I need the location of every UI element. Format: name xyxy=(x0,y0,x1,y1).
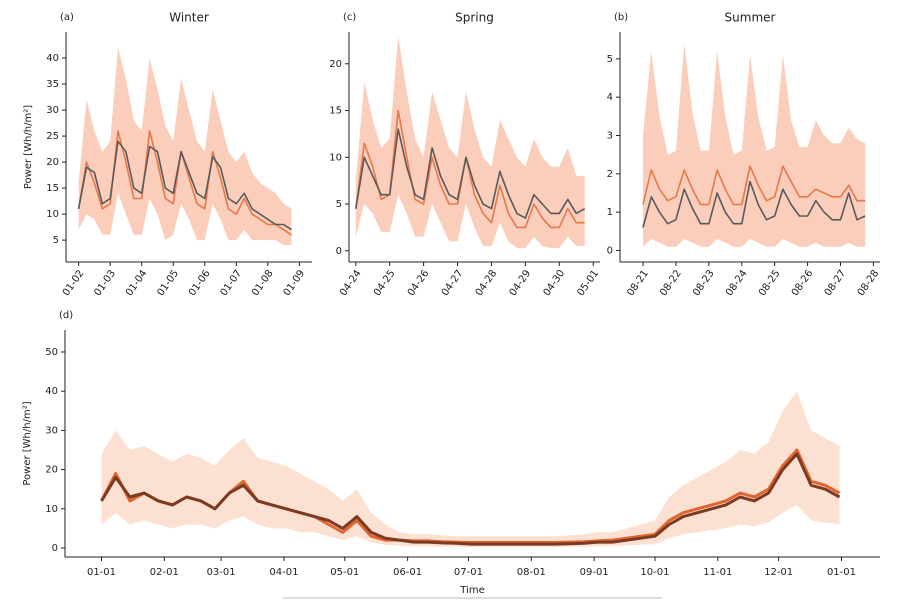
series-line xyxy=(100,452,841,546)
y-tick-label: 1 xyxy=(607,207,613,218)
x-tick-label: 08-28 xyxy=(856,268,882,298)
y-tick-label: 3 xyxy=(607,131,613,142)
x-tick-label: 07-01 xyxy=(454,567,483,578)
panel-label: (d) xyxy=(59,310,73,321)
x-tick-label: 02-01 xyxy=(150,567,179,578)
y-tick-label: 5 xyxy=(607,54,613,65)
x-tick-label: 01-09 xyxy=(282,268,308,298)
series-line xyxy=(642,165,866,206)
y-tick-label: 30 xyxy=(46,105,59,116)
uncertainty-band xyxy=(78,47,292,246)
x-tick-label: 04-27 xyxy=(440,268,466,298)
y-tick-label: 2 xyxy=(607,169,613,180)
y-axis-label: Power [Wh/h/m²] xyxy=(23,105,34,189)
series-line xyxy=(77,140,292,231)
panel-title: Summer xyxy=(725,11,776,25)
x-tick-label: 01-01 xyxy=(827,567,856,578)
y-tick-label: 4 xyxy=(607,92,613,103)
x-tick-label: 09-01 xyxy=(580,567,609,578)
panel-label: (c) xyxy=(343,12,356,23)
y-tick-label: 25 xyxy=(46,131,59,142)
x-tick-label: 04-25 xyxy=(372,268,398,298)
x-tick-label: 11-01 xyxy=(703,567,732,578)
x-tick-label: 08-25 xyxy=(757,268,783,298)
x-tick-label: 04-24 xyxy=(338,268,364,298)
uncertainty-band xyxy=(355,35,585,249)
uncertainty-band xyxy=(101,391,840,548)
x-tick-label: 03-01 xyxy=(207,567,236,578)
x-tick-label: 08-24 xyxy=(724,268,750,298)
x-tick-label: 04-30 xyxy=(542,268,568,298)
panel-title: Spring xyxy=(455,11,494,25)
x-tick-label: 01-06 xyxy=(187,268,213,298)
x-tick-label: 12-01 xyxy=(764,567,793,578)
x-tick-label: 01-08 xyxy=(250,268,276,298)
y-tick-label: 35 xyxy=(46,79,59,90)
x-tick-label: 05-01 xyxy=(575,268,601,298)
x-tick-label: 08-26 xyxy=(790,268,816,298)
y-axis-label: Power [Wh/h/m²] xyxy=(22,401,33,485)
x-axis-label: Time xyxy=(459,585,484,596)
y-tick-label: 0 xyxy=(607,246,613,257)
x-tick-label: 04-01 xyxy=(269,567,298,578)
y-tick-label: 5 xyxy=(336,199,342,210)
x-tick-label: 05-01 xyxy=(330,567,359,578)
y-tick-label: 20 xyxy=(45,465,58,476)
y-tick-label: 30 xyxy=(45,425,58,436)
x-tick-label: 08-21 xyxy=(625,268,651,298)
y-tick-label: 0 xyxy=(336,246,342,257)
series-line xyxy=(355,109,585,229)
y-tick-label: 10 xyxy=(45,504,58,515)
y-tick-label: 10 xyxy=(46,209,59,220)
x-tick-label: 01-07 xyxy=(219,268,245,298)
x-tick-label: 01-01 xyxy=(87,567,116,578)
x-tick-label: 06-01 xyxy=(393,567,422,578)
x-tick-label: 04-29 xyxy=(508,268,534,298)
x-tick-label: 01-05 xyxy=(155,268,181,298)
x-tick-label: 01-04 xyxy=(124,268,150,298)
x-tick-label: 08-01 xyxy=(517,567,546,578)
y-tick-label: 5 xyxy=(53,235,59,246)
y-tick-label: 20 xyxy=(46,157,59,168)
panel-label: (b) xyxy=(614,12,628,23)
x-tick-label: 08-27 xyxy=(823,268,849,298)
panel-label: (a) xyxy=(60,12,74,23)
y-tick-label: 40 xyxy=(45,386,58,397)
x-tick-label: 04-28 xyxy=(474,268,500,298)
x-tick-label: 08-22 xyxy=(658,268,684,298)
y-tick-label: 15 xyxy=(46,183,59,194)
y-tick-label: 20 xyxy=(329,59,342,70)
x-tick-label: 01-02 xyxy=(61,268,87,298)
x-tick-label: 10-01 xyxy=(640,567,669,578)
y-tick-label: 15 xyxy=(329,106,342,117)
series-line xyxy=(642,180,866,228)
y-tick-label: 50 xyxy=(45,347,58,358)
x-tick-label: 08-23 xyxy=(691,268,717,298)
y-tick-label: 0 xyxy=(52,543,58,554)
y-tick-label: 10 xyxy=(329,152,342,163)
series-line xyxy=(355,128,586,219)
panel-title: Winter xyxy=(169,11,209,25)
x-tick-label: 04-26 xyxy=(406,268,432,298)
x-tick-label: 01-03 xyxy=(92,268,118,298)
y-tick-label: 40 xyxy=(46,53,59,64)
